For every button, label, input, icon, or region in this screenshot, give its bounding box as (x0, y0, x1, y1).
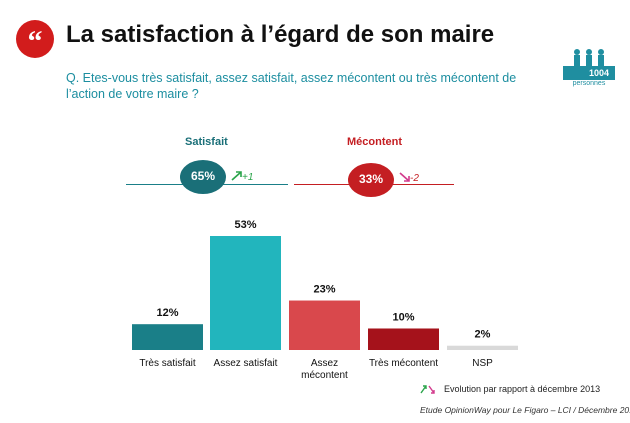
trend-down-icon (399, 172, 410, 182)
satisfied-label: Satisfait (185, 136, 228, 148)
unsatisfied-label: Mécontent (347, 136, 402, 148)
bar-value-label: 23% (313, 284, 335, 296)
unsatisfied-bubble: 33% (348, 163, 394, 197)
svg-text:“: “ (28, 25, 43, 58)
people-icon (574, 49, 604, 66)
quote-icon: “ (16, 20, 54, 58)
bar-3 (368, 328, 439, 350)
bar-value-label: 53% (234, 219, 256, 231)
trend-up-icon (231, 171, 242, 181)
evolution-legend: Evolution par rapport à décembre 2013 (444, 384, 601, 394)
unsatisfied-evolution: -2 (410, 173, 419, 184)
legend-up-arrow-icon (420, 385, 427, 394)
bar-4 (447, 345, 518, 350)
bar-value-label: 12% (156, 307, 178, 319)
bar-1 (210, 236, 281, 350)
bar-2 (289, 300, 360, 350)
survey-question: Q. Etes-vous très satisfait, assez satis… (66, 71, 517, 101)
bar-value-label: 2% (475, 329, 491, 341)
satisfied-bubble: 65% (180, 160, 226, 194)
source-note: Etude OpinionWay pour Le Figaro – LCI / … (420, 405, 630, 415)
satisfied-evolution: +1 (242, 172, 254, 183)
category-label: Très satisfait (139, 358, 196, 369)
bar-value-label: 10% (392, 311, 414, 323)
sample-label: personnes (572, 80, 606, 87)
page-title: La satisfaction à l’égard de son maire (66, 21, 495, 48)
category-label: NSP (472, 358, 493, 369)
sample-count: 1004 (563, 66, 615, 80)
category-label: Assez satisfait (214, 358, 278, 369)
category-label: mécontent (301, 370, 348, 381)
category-label: Assez (311, 358, 338, 369)
sample-size-badge: 1004 personnes (563, 48, 615, 90)
bar-0 (132, 324, 203, 350)
legend-down-arrow-icon (428, 385, 435, 394)
category-label: Très mécontent (369, 358, 438, 369)
